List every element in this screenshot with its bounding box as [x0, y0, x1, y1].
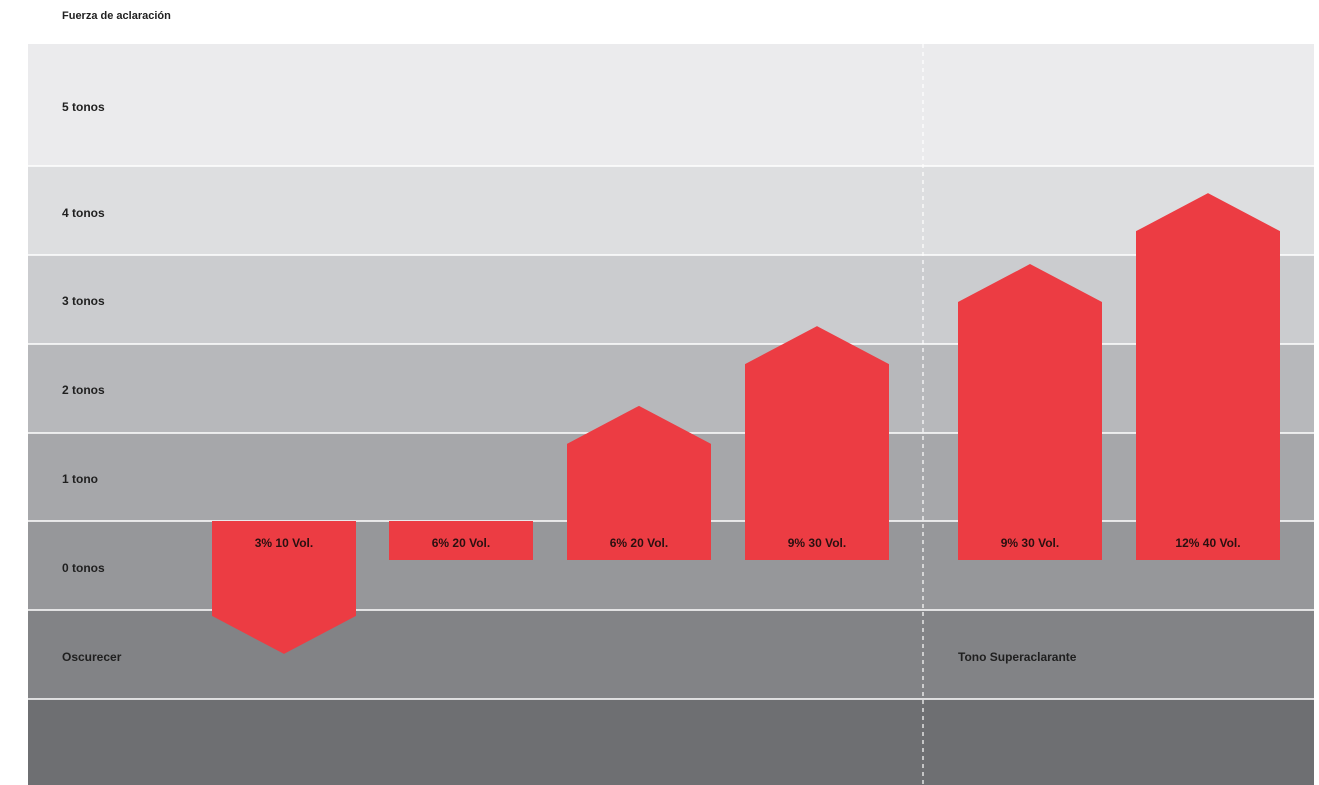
bar-label: 3% 10 Vol.: [255, 536, 313, 550]
bar: [958, 264, 1102, 560]
band-0: [28, 44, 1314, 166]
bar: [567, 405, 711, 560]
band-6: [28, 610, 1314, 699]
bar: [389, 521, 533, 560]
band-2: [28, 255, 1314, 344]
band-3: [28, 344, 1314, 433]
level-label: 4 tonos: [62, 206, 105, 220]
bar-label: 12% 40 Vol.: [1175, 536, 1240, 550]
section-label: Tono Superaclarante: [958, 650, 1077, 664]
level-label: 5 tonos: [62, 100, 105, 114]
level-label: 1 tono: [62, 472, 98, 486]
level-label: 3 tonos: [62, 294, 105, 308]
bar-label: 9% 30 Vol.: [1001, 536, 1059, 550]
bar: [745, 326, 889, 560]
level-label: Oscurecer: [62, 650, 122, 664]
level-label: 2 tonos: [62, 383, 105, 397]
band-7: [28, 699, 1314, 785]
bar-label: 9% 30 Vol.: [788, 536, 846, 550]
chart-title: Fuerza de aclaración: [62, 10, 171, 22]
bar: [212, 521, 356, 654]
level-label: 0 tonos: [62, 561, 105, 575]
bar-label: 6% 20 Vol.: [432, 536, 490, 550]
band-1: [28, 166, 1314, 255]
bar-label: 6% 20 Vol.: [610, 536, 668, 550]
bar: [1136, 193, 1280, 560]
